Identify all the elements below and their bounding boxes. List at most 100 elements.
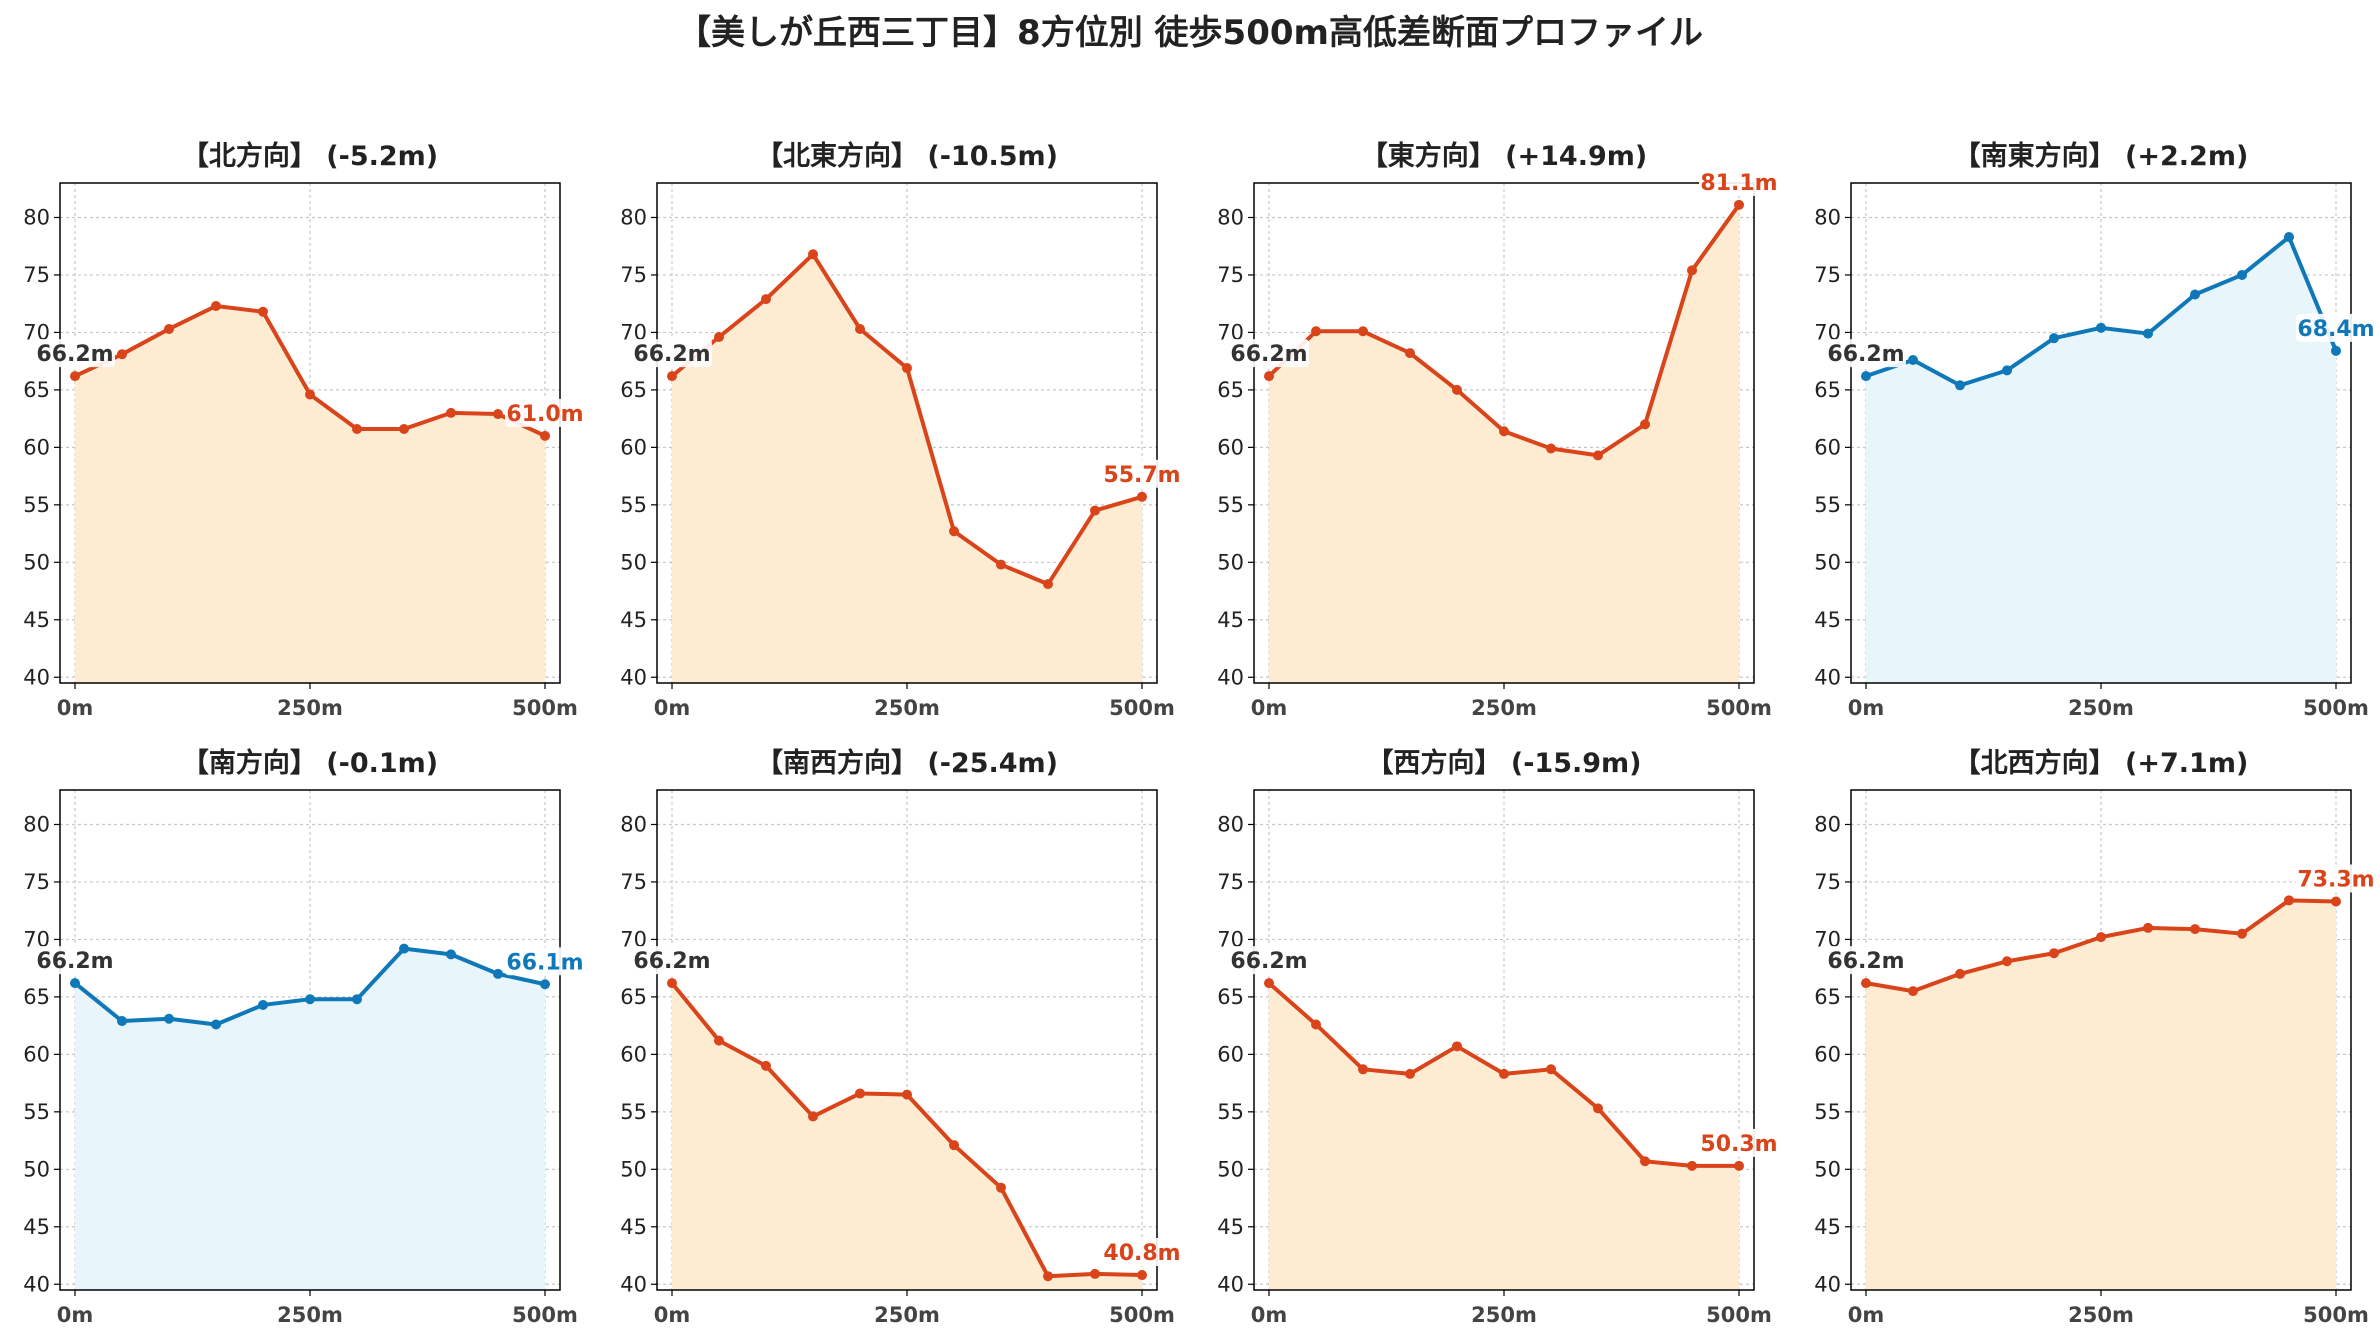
start-elevation-label: 66.2m — [1827, 949, 1904, 974]
elevation-point — [2049, 948, 2059, 959]
elevation-area — [75, 305, 545, 683]
x-tick-label: 500m — [512, 696, 578, 720]
elevation-area — [1269, 983, 1739, 1290]
end-elevation-label: 66.1m — [506, 950, 583, 975]
start-elevation-label: 66.2m — [36, 342, 113, 367]
elevation-point — [761, 294, 771, 305]
y-tick-label: 80 — [620, 205, 647, 229]
y-tick-label: 75 — [23, 870, 50, 894]
elevation-point — [1311, 326, 1321, 337]
y-tick-label: 75 — [620, 870, 647, 894]
start-label-backing — [1826, 339, 1906, 368]
elevation-point — [117, 1016, 127, 1027]
end-elevation-label: 68.4m — [2297, 317, 2374, 342]
y-tick-label: 80 — [23, 812, 50, 836]
y-tick-label: 50 — [1814, 1157, 1841, 1181]
elevation-point — [949, 1140, 959, 1151]
elevation-point — [2237, 269, 2247, 280]
elevation-point — [1734, 1160, 1744, 1171]
elevation-point — [2190, 924, 2200, 935]
elevation-point — [1861, 978, 1871, 989]
start-elevation-label: 66.2m — [1230, 342, 1307, 367]
end-elevation-label: 50.3m — [1700, 1132, 1777, 1157]
elevation-point — [761, 1060, 771, 1071]
start-label-backing — [1826, 946, 1906, 975]
elevation-point — [258, 306, 268, 317]
x-tick-label: 0m — [654, 1303, 691, 1327]
elevation-point — [1593, 450, 1603, 461]
elevation-area — [672, 983, 1142, 1290]
y-tick-label: 80 — [1814, 812, 1841, 836]
elevation-point — [446, 407, 456, 418]
elevation-point — [2284, 232, 2294, 243]
elevation-point — [211, 300, 221, 311]
y-tick-label: 50 — [1814, 550, 1841, 574]
y-tick-label: 80 — [620, 812, 647, 836]
start-elevation-label: 66.2m — [1230, 949, 1307, 974]
y-tick-label: 50 — [23, 1157, 50, 1181]
y-tick-label: 60 — [23, 1042, 50, 1066]
start-label-backing — [632, 339, 712, 368]
elevation-point — [1640, 419, 1650, 430]
elevation-point — [2049, 333, 2059, 344]
x-tick-label: 250m — [1471, 696, 1537, 720]
elevation-point — [1955, 968, 1965, 979]
y-tick-label: 60 — [1814, 1042, 1841, 1066]
elevation-point — [1264, 371, 1274, 382]
x-tick-label: 250m — [1471, 1303, 1537, 1327]
x-tick-label: 0m — [1848, 1303, 1885, 1327]
y-tick-label: 55 — [620, 1100, 647, 1124]
elevation-point — [2002, 956, 2012, 967]
x-tick-label: 250m — [277, 1303, 343, 1327]
panel-title: 【南西方向】 (-25.4m) — [756, 747, 1058, 779]
elevation-point — [1090, 1268, 1100, 1279]
y-tick-label: 65 — [620, 985, 647, 1009]
elevation-point — [1405, 1068, 1415, 1079]
panel-title: 【北方向】 (-5.2m) — [182, 140, 438, 172]
elevation-point — [1546, 1064, 1556, 1075]
x-tick-label: 0m — [654, 696, 691, 720]
elevation-point — [1405, 348, 1415, 359]
y-tick-label: 65 — [1217, 985, 1244, 1009]
y-tick-label: 40 — [620, 1272, 647, 1296]
y-tick-label: 65 — [1814, 378, 1841, 402]
figure-title: 【美しが丘西三丁目】8方位別 徒歩500m高低差断面プロファイル — [677, 13, 1703, 53]
y-tick-label: 60 — [620, 1042, 647, 1066]
y-tick-label: 50 — [620, 550, 647, 574]
y-tick-label: 80 — [23, 205, 50, 229]
elevation-point — [399, 943, 409, 954]
start-elevation-label: 66.2m — [36, 949, 113, 974]
elevation-point — [808, 1111, 818, 1122]
y-tick-label: 65 — [620, 378, 647, 402]
elevation-point — [1861, 371, 1871, 382]
x-tick-label: 250m — [874, 1303, 940, 1327]
elevation-point — [211, 1019, 221, 1030]
y-tick-label: 65 — [1217, 378, 1244, 402]
y-tick-label: 45 — [23, 608, 50, 632]
elevation-point — [2237, 928, 2247, 939]
y-tick-label: 75 — [620, 263, 647, 287]
x-tick-label: 500m — [512, 1303, 578, 1327]
elevation-point — [996, 1182, 1006, 1193]
y-tick-label: 55 — [1217, 1100, 1244, 1124]
y-tick-label: 75 — [1814, 263, 1841, 287]
elevation-point — [1264, 978, 1274, 989]
end-label-backing — [2296, 864, 2376, 893]
elevation-point — [2331, 345, 2341, 356]
y-tick-label: 45 — [1814, 608, 1841, 632]
elevation-point — [2096, 322, 2106, 333]
y-tick-label: 60 — [1217, 435, 1244, 459]
y-tick-label: 45 — [620, 608, 647, 632]
elevation-point — [1137, 1270, 1147, 1281]
start-label-backing — [632, 946, 712, 975]
y-tick-label: 60 — [1217, 1042, 1244, 1066]
y-tick-label: 80 — [1217, 205, 1244, 229]
elevation-point — [2143, 328, 2153, 339]
elevation-point — [1546, 443, 1556, 454]
